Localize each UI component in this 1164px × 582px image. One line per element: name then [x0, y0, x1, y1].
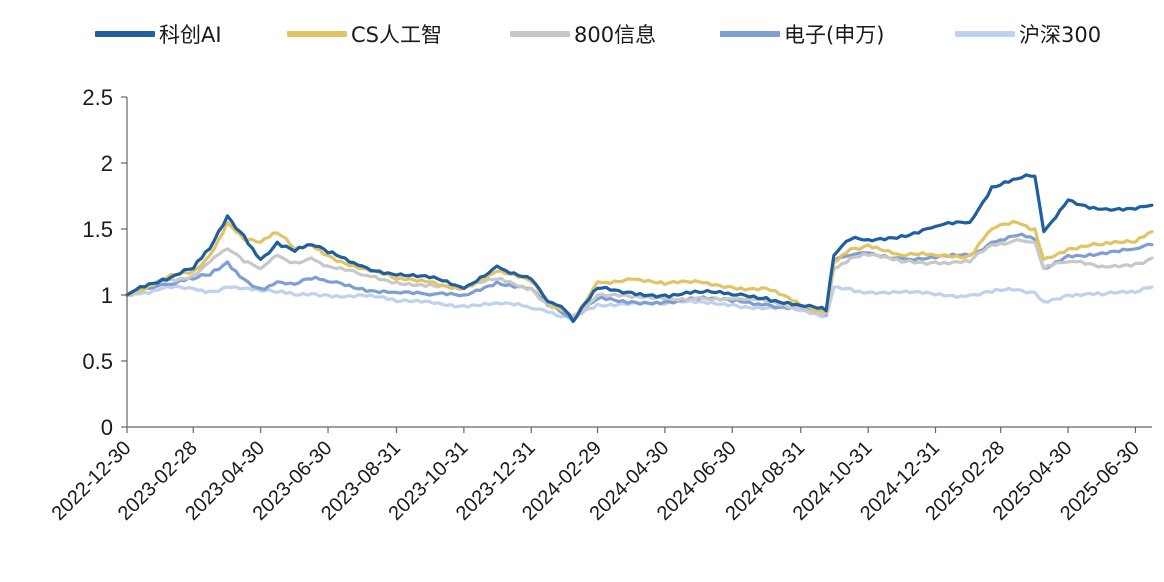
x-axis-ticks: 2022-12-302023-02-282023-04-302023-06-30… [48, 427, 1144, 525]
axis-layer [126, 97, 1152, 428]
legend-swatch-kechuang-ai [95, 31, 155, 37]
legend-label: 电子(申万) [784, 23, 885, 47]
y-axis-ticks: 0 0.5 1 1.5 2 2.5 [82, 85, 127, 440]
legend-item-kechuang-ai: 科创AI [95, 14, 222, 54]
series-line-kechuang-ai [125, 173, 1154, 323]
y-tick-label: 0.5 [82, 349, 113, 374]
legend-label: 沪深300 [1019, 23, 1102, 47]
legend-item-electronics: 电子(申万) [720, 14, 884, 54]
y-tick-label: 1 [101, 283, 113, 308]
series-layer [125, 173, 1154, 323]
legend-label: 科创AI [159, 23, 222, 47]
y-tick-label: 2 [101, 151, 113, 176]
legend: 科创AI CS人工智 800信息 电子(申万) 沪深300 [0, 14, 1164, 54]
legend-item-csi300: 沪深300 [955, 14, 1101, 54]
legend-label: CS人工智 [351, 23, 442, 47]
y-tick-label: 2.5 [82, 85, 113, 110]
y-tick-label: 1.5 [82, 217, 113, 242]
series-line-csi300 [125, 284, 1154, 320]
legend-swatch-electronics [720, 31, 780, 37]
legend-label: 800信息 [574, 23, 657, 47]
legend-swatch-800-info [510, 31, 570, 37]
legend-swatch-cs-ai [287, 31, 347, 37]
y-tick-label: 0 [101, 415, 113, 440]
series-line-800-info [125, 238, 1154, 323]
legend-item-cs-ai: CS人工智 [287, 14, 442, 54]
legend-swatch-csi300 [955, 31, 1015, 37]
series-line-electronics [125, 232, 1154, 323]
legend-item-800-info: 800信息 [510, 14, 656, 54]
